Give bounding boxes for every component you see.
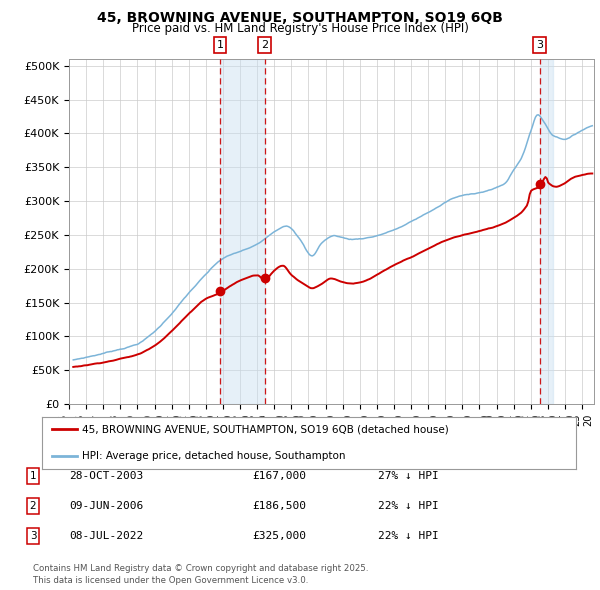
- Text: 2: 2: [29, 502, 37, 511]
- Text: 45, BROWNING AVENUE, SOUTHAMPTON, SO19 6QB (detached house): 45, BROWNING AVENUE, SOUTHAMPTON, SO19 6…: [82, 424, 449, 434]
- Text: 2: 2: [261, 40, 268, 50]
- Text: 08-JUL-2022: 08-JUL-2022: [69, 532, 143, 541]
- Text: 22% ↓ HPI: 22% ↓ HPI: [378, 502, 439, 511]
- Text: HPI: Average price, detached house, Southampton: HPI: Average price, detached house, Sout…: [82, 451, 346, 461]
- Text: 1: 1: [217, 40, 224, 50]
- Text: 45, BROWNING AVENUE, SOUTHAMPTON, SO19 6QB: 45, BROWNING AVENUE, SOUTHAMPTON, SO19 6…: [97, 11, 503, 25]
- Bar: [220, 59, 265, 404]
- Text: Contains HM Land Registry data © Crown copyright and database right 2025.
This d: Contains HM Land Registry data © Crown c…: [33, 564, 368, 585]
- Text: Price paid vs. HM Land Registry's House Price Index (HPI): Price paid vs. HM Land Registry's House …: [131, 22, 469, 35]
- Text: 09-JUN-2006: 09-JUN-2006: [69, 502, 143, 511]
- Text: 3: 3: [29, 532, 37, 541]
- Text: 1: 1: [29, 471, 37, 481]
- Bar: [539, 59, 553, 404]
- Text: 27% ↓ HPI: 27% ↓ HPI: [378, 471, 439, 481]
- Text: 28-OCT-2003: 28-OCT-2003: [69, 471, 143, 481]
- Text: £325,000: £325,000: [252, 532, 306, 541]
- Text: 3: 3: [536, 40, 543, 50]
- Text: £186,500: £186,500: [252, 502, 306, 511]
- Text: £167,000: £167,000: [252, 471, 306, 481]
- Text: 22% ↓ HPI: 22% ↓ HPI: [378, 532, 439, 541]
